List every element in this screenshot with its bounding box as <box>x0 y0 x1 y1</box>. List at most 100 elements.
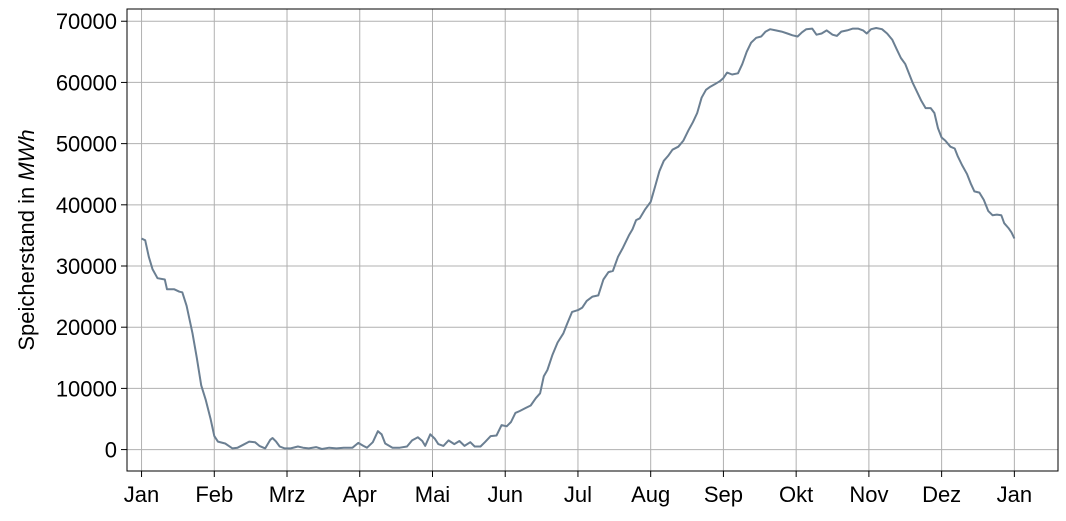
data-point <box>164 279 166 281</box>
data-point <box>900 57 902 59</box>
data-point <box>343 447 345 449</box>
data-point <box>692 121 694 123</box>
data-point <box>213 435 215 437</box>
data-point <box>816 34 818 36</box>
data-point <box>232 447 234 449</box>
data-point <box>722 77 724 79</box>
x-tick-label: Nov <box>849 482 888 507</box>
data-point <box>539 392 541 394</box>
y-tick-label: 30000 <box>56 254 117 279</box>
x-tick-label: Jul <box>564 482 592 507</box>
data-point <box>805 28 807 30</box>
data-point <box>602 279 604 281</box>
data-point <box>826 29 828 31</box>
x-tick-label: Apr <box>343 482 377 507</box>
data-point <box>181 291 183 293</box>
data-point <box>577 309 579 311</box>
data-point <box>862 29 864 31</box>
data-point <box>496 435 498 437</box>
data-point <box>696 112 698 114</box>
data-point <box>792 34 794 36</box>
data-point <box>258 445 260 447</box>
x-tick-label: Aug <box>631 482 670 507</box>
x-tick-label: Jan <box>997 482 1032 507</box>
data-point <box>399 447 401 449</box>
data-point <box>248 441 250 443</box>
x-tick-label: Jun <box>487 482 522 507</box>
data-point <box>937 127 939 129</box>
data-point <box>1013 238 1015 240</box>
data-point <box>275 441 277 443</box>
data-point <box>737 72 739 74</box>
y-tick-label: 10000 <box>56 376 117 401</box>
data-point <box>217 441 219 443</box>
ticks: Jan Feb Mrz Apr Mai Jun Jul Aug Sep Okt Nov Dez Jan 0… <box>56 9 1032 507</box>
data-point <box>781 31 783 33</box>
y-tick-label: 40000 <box>56 193 117 218</box>
data-point <box>352 447 354 449</box>
data-point <box>210 418 212 420</box>
data-point <box>510 421 512 423</box>
data-point <box>480 446 482 448</box>
data-point <box>464 445 466 447</box>
data-point <box>832 34 834 36</box>
data-point <box>592 296 594 298</box>
data-point <box>731 74 733 76</box>
data-point <box>144 239 146 241</box>
data-point <box>912 81 914 83</box>
data-point <box>639 217 641 219</box>
data-point <box>469 441 471 443</box>
data-point <box>417 436 419 438</box>
data-point <box>429 433 431 435</box>
data-point <box>920 100 922 102</box>
data-point <box>857 28 859 30</box>
plot-frame <box>126 8 1059 472</box>
x-tick-label: Jan <box>124 482 159 507</box>
data-point <box>178 291 180 293</box>
data-point <box>741 63 743 65</box>
data-point <box>987 210 989 212</box>
data-point <box>519 410 521 412</box>
y-axis-label-text: Speicherstand in <box>14 181 39 351</box>
data-point <box>192 332 194 334</box>
data-point <box>254 441 256 443</box>
data-point <box>760 36 762 38</box>
data-point <box>746 51 748 53</box>
data-point <box>954 148 956 150</box>
data-point <box>944 140 946 142</box>
data-point <box>581 307 583 309</box>
data-point <box>617 256 619 258</box>
data-point <box>628 234 630 236</box>
data-point <box>701 97 703 99</box>
data-point <box>840 31 842 33</box>
data-point <box>597 294 599 296</box>
y-tick-label: 20000 <box>56 315 117 340</box>
data-point <box>966 173 968 175</box>
data-point <box>501 424 503 426</box>
data-point <box>196 357 198 359</box>
data-point <box>821 33 823 35</box>
data-point <box>392 447 394 449</box>
data-point <box>328 447 330 449</box>
data-point <box>173 288 175 290</box>
data-point <box>458 440 460 442</box>
data-point <box>765 31 767 33</box>
data-point <box>525 407 527 409</box>
data-point <box>381 433 383 435</box>
data-point <box>411 439 413 441</box>
data-point <box>811 28 813 30</box>
data-point <box>166 288 168 290</box>
data-point <box>983 199 985 201</box>
data-point <box>930 107 932 109</box>
data-point <box>514 412 516 414</box>
data-point <box>290 447 292 449</box>
data-point <box>152 268 154 270</box>
data-point <box>875 27 877 29</box>
data-point <box>881 28 883 30</box>
data-point <box>916 91 918 93</box>
grid <box>127 9 1058 471</box>
data-point <box>242 444 244 446</box>
data-point <box>362 445 364 447</box>
data-point <box>297 446 299 448</box>
